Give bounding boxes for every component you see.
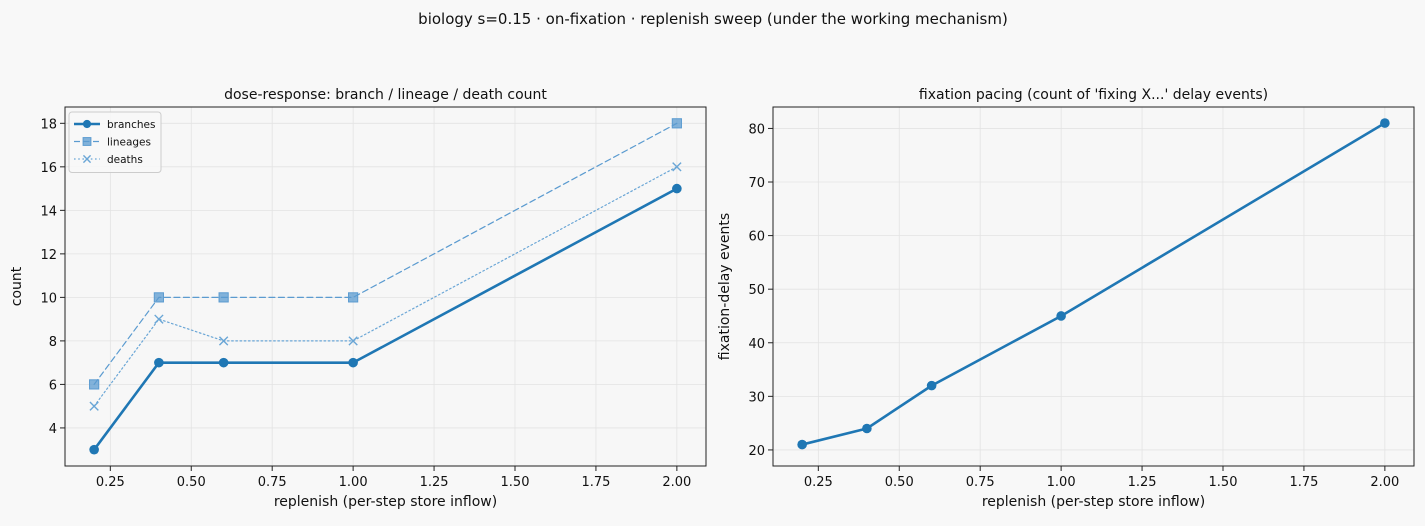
y-tick-label: 14 [40,204,57,219]
chart-title: fixation pacing (count of 'fixing X...' … [919,87,1268,103]
data-point-deaths-stroke [672,162,682,172]
chart-title: dose-response: branch / lineage / death … [224,87,547,103]
data-point-series-0 [1380,118,1390,128]
y-tick-label: 4 [49,422,57,437]
y-tick-label: 12 [40,248,57,263]
x-tick-label: 0.50 [885,475,914,490]
data-point-branches [672,183,682,194]
figure-suptitle: biology s=0.15 · on-fixation · replenish… [418,10,1008,28]
y-tick-label: 50 [748,283,765,298]
legend-box [68,111,162,173]
plot-area [773,107,1414,466]
data-point-deaths [218,336,229,346]
axes-frame [772,106,1415,467]
x-tick-label: 1.50 [501,475,530,490]
y-tick-label: 8 [49,335,57,350]
y-tick-label: 20 [748,444,765,459]
y-tick-label: 40 [748,337,765,352]
legend-label-branches: branches [107,119,155,131]
legend-label-deaths: deaths [107,154,143,166]
x-tick-label: 1.50 [1209,475,1238,490]
x-tick-label: 1.00 [339,475,368,490]
legend-marker-lineages [82,137,92,146]
x-tick-label: 0.75 [966,475,995,490]
data-point-branches [218,357,229,368]
y-tick-label: 30 [748,390,765,405]
x-tick-label: 0.50 [177,475,206,490]
x-tick-label: 1.00 [1047,475,1076,490]
data-point-lineages [153,292,164,303]
x-tick-label: 1.25 [420,475,449,490]
y-tick-label: 6 [49,378,57,393]
chart-panel-fixation-pacing: 0.25 0.50 0.75 1.00 1.25 1.50 1.75 2.00 20 30 40 50… [717,87,1415,510]
x-tick-label: 1.25 [1128,475,1157,490]
x-tick-label: 2.00 [1370,475,1399,490]
x-tick-label: 2.00 [662,475,691,490]
y-tick-label: 60 [748,230,765,245]
legend-marker-deaths [82,154,92,164]
data-point-deaths-stroke [218,336,229,346]
data-point-branches [89,444,99,455]
x-tick-label: 0.75 [258,475,287,490]
y-tick-label: 16 [40,161,57,176]
y-tick-label: 70 [748,176,765,191]
chart-panel-dose-response: 0.25 0.50 0.75 1.00 1.25 1.50 1.75 2.00 4 6 8 10 12 1… [9,87,707,510]
data-point-lineages [89,379,100,390]
y-axis-label: count [9,266,25,306]
legend: branches lineages deaths [68,111,162,173]
data-point-lineages [218,292,229,303]
data-point-deaths-stroke [89,401,99,411]
y-tick-label: 10 [40,291,57,306]
x-axis-label: replenish (per-step store inflow) [982,494,1205,510]
data-point-deaths-stroke [154,314,164,324]
data-point-series-0 [926,380,937,391]
legend-marker-deaths-stroke [82,154,92,164]
data-point-deaths-stroke [348,336,358,346]
data-point-deaths [348,336,358,346]
x-tick-label: 1.75 [1289,475,1318,490]
data-point-branches [348,357,358,368]
data-point-deaths [672,162,682,172]
y-axis-label: fixation-delay events [717,213,733,360]
x-tick-label: 1.75 [581,475,610,490]
legend-marker-branches [82,119,92,129]
data-point-series-0 [862,423,872,434]
data-point-series-0 [797,439,807,450]
x-tick-label: 0.25 [96,475,125,490]
y-tick-label: 18 [40,117,57,132]
legend-label-lineages: lineages [107,137,151,149]
data-point-branches [154,357,164,368]
x-tick-label: 0.25 [804,475,833,490]
data-point-lineages [671,118,682,129]
axes-frame [64,106,707,467]
y-tick-label: 80 [748,122,765,137]
data-point-lineages [348,292,359,303]
data-point-deaths [154,314,164,324]
data-point-series-0 [1056,311,1066,321]
x-axis-label: replenish (per-step store inflow) [274,494,497,510]
data-point-deaths [89,401,99,411]
